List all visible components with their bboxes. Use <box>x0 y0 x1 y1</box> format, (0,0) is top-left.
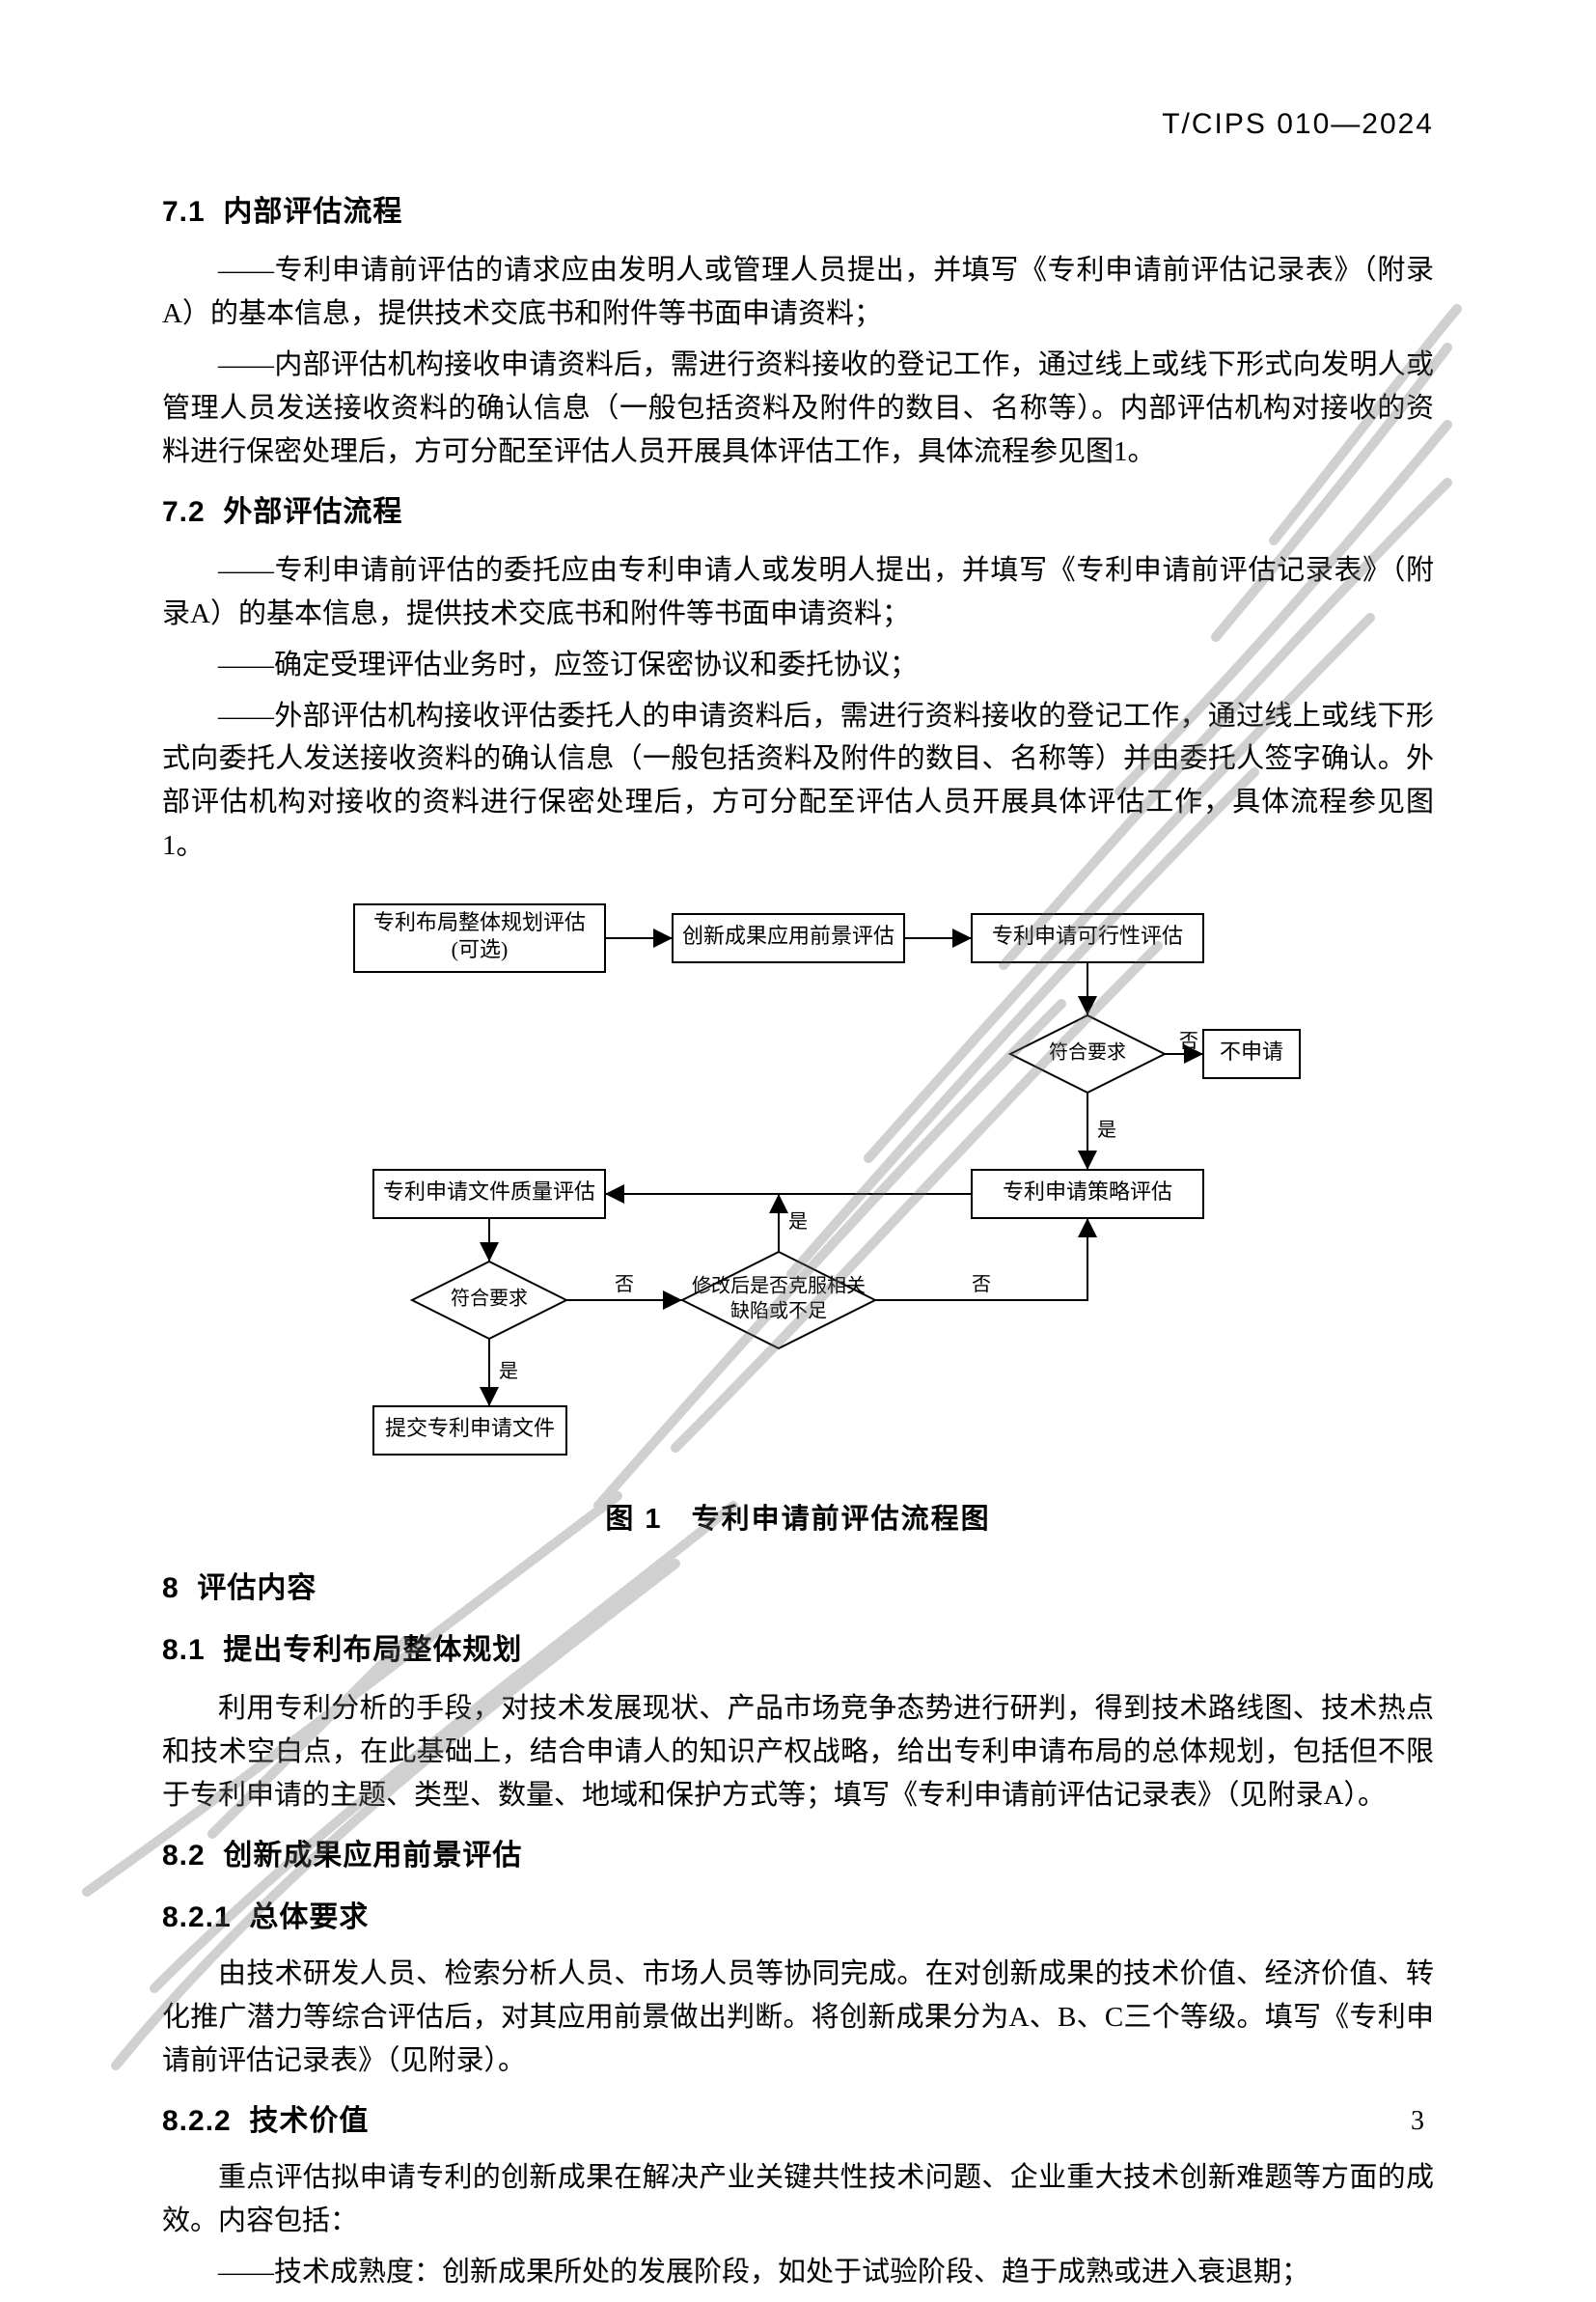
heading-num: 8.2 <box>162 1840 206 1872</box>
svg-text:创新成果应用前景评估: 创新成果应用前景评估 <box>682 924 894 948</box>
svg-text:缺陷或不足: 缺陷或不足 <box>730 1300 827 1322</box>
para: ——技术成熟度：创新成果所处的发展阶段，如处于试验阶段、趋于成熟或进入衰退期； <box>162 2251 1434 2294</box>
heading-title: 内部评估流程 <box>223 196 402 228</box>
svg-text:符合要求: 符合要求 <box>1049 1041 1126 1064</box>
heading-7-1: 7.1 内部评估流程 <box>162 187 1434 230</box>
heading-num: 8 <box>162 1572 179 1604</box>
para: ——专利申请前评估的委托应由专利申请人或发明人提出，并填写《专利申请前评估记录表… <box>162 549 1434 636</box>
svg-text:修改后是否克服相关: 修改后是否克服相关 <box>692 1275 866 1297</box>
para: ——专利申请前评估的请求应由发明人或管理人员提出，并填写《专利申请前评估记录表》… <box>162 249 1434 336</box>
para: ——内部评估机构接收申请资料后，需进行资料接收的登记工作，通过线上或线下形式向发… <box>162 344 1434 474</box>
heading-title: 提出专利布局整体规划 <box>223 1634 522 1666</box>
svg-text:符合要求: 符合要求 <box>451 1288 528 1310</box>
heading-title: 创新成果应用前景评估 <box>223 1840 522 1872</box>
svg-text:专利申请文件质量评估: 专利申请文件质量评估 <box>383 1179 595 1204</box>
heading-num: 8.1 <box>162 1634 206 1666</box>
svg-text:否: 否 <box>972 1274 991 1295</box>
para: ——确定受理评估业务时，应签订保密协议和委托协议； <box>162 644 1434 687</box>
page-number: 3 <box>1411 2106 1424 2137</box>
svg-text:专利申请策略评估: 专利申请策略评估 <box>1003 1179 1172 1204</box>
para: ——外部评估机构接收评估委托人的申请资料后，需进行资料接收的登记工作，通过线上或… <box>162 695 1434 869</box>
heading-title: 总体要求 <box>249 1901 369 1933</box>
heading-title: 外部评估流程 <box>223 496 402 528</box>
heading-8-2: 8.2 创新成果应用前景评估 <box>162 1831 1434 1873</box>
svg-text:不申请: 不申请 <box>1220 1040 1283 1064</box>
page-content: T/CIPS 010—2024 7.1 内部评估流程 ——专利申请前评估的请求应… <box>162 174 1434 2302</box>
svg-text:是: 是 <box>499 1361 518 1382</box>
para: 重点评估拟申请专利的创新成果在解决产业关键共性技术问题、企业重大技术创新难题等方… <box>162 2156 1434 2243</box>
svg-text:专利布局整体规划评估: 专利布局整体规划评估 <box>373 910 586 934</box>
figure-caption: 图 1 专利申请前评估流程图 <box>316 1496 1280 1537</box>
heading-num: 7.2 <box>162 496 206 528</box>
heading-7-2: 7.2 外部评估流程 <box>162 487 1434 530</box>
heading-8: 8 评估内容 <box>162 1564 1434 1606</box>
heading-8-1: 8.1 提出专利布局整体规划 <box>162 1625 1434 1668</box>
para: 由技术研发人员、检索分析人员、市场人员等协同完成。在对创新成果的技术价值、经济价… <box>162 1953 1434 2083</box>
heading-num: 8.2.2 <box>162 2105 232 2137</box>
heading-title: 评估内容 <box>197 1572 316 1604</box>
heading-title: 技术价值 <box>249 2105 369 2137</box>
caption-prefix: 图 1 <box>605 1504 662 1535</box>
caption-text: 专利申请前评估流程图 <box>692 1504 991 1535</box>
heading-8-2-2: 8.2.2 技术价值 <box>162 2096 1434 2139</box>
heading-num: 8.2.1 <box>162 1901 232 1933</box>
svg-text:提交专利申请文件: 提交专利申请文件 <box>385 1416 555 1440</box>
svg-text:否: 否 <box>615 1274 634 1295</box>
heading-num: 7.1 <box>162 196 206 228</box>
heading-8-2-1: 8.2.1 总体要求 <box>162 1893 1434 1935</box>
svg-text:专利申请可行性评估: 专利申请可行性评估 <box>992 924 1183 948</box>
doc-code: T/CIPS 010—2024 <box>1162 108 1434 141</box>
para: 利用专利分析的手段，对技术发展现状、产品市场竞争态势进行研判，得到技术路线图、技… <box>162 1687 1434 1817</box>
svg-text:(可选): (可选) <box>452 937 509 961</box>
svg-text:否: 否 <box>1179 1031 1198 1052</box>
flowchart-svg: 专利布局整体规划评估(可选)创新成果应用前景评估专利申请可行性评估符合要求不申请… <box>316 885 1319 1474</box>
figure-flowchart: 专利布局整体规划评估(可选)创新成果应用前景评估专利申请可行性评估符合要求不申请… <box>316 885 1280 1537</box>
svg-text:是: 是 <box>788 1211 808 1233</box>
svg-text:是: 是 <box>1097 1120 1116 1141</box>
